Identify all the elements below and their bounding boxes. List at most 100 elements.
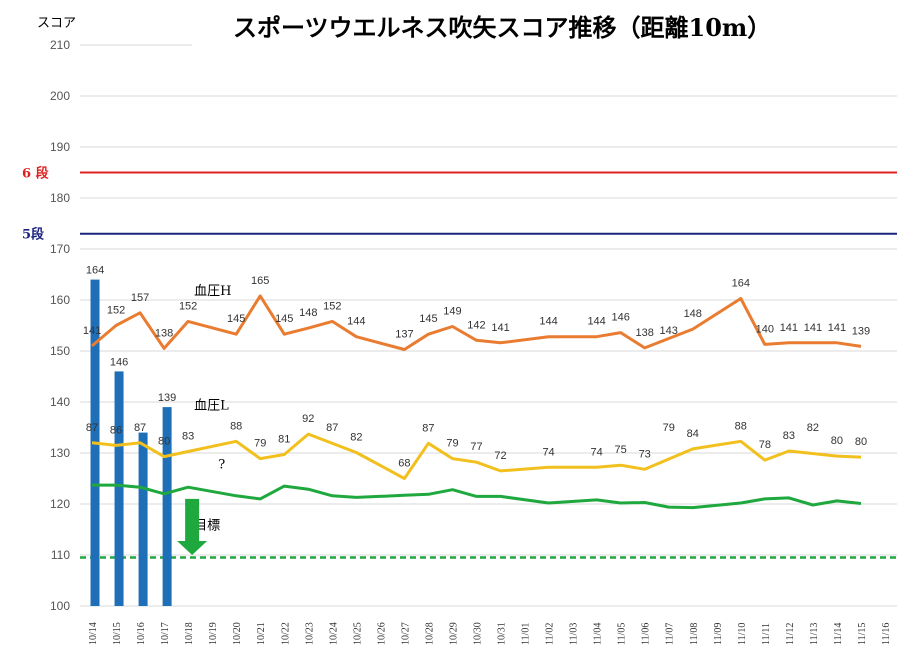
- y-tick-label: 130: [50, 446, 70, 460]
- y-tick-label: 180: [50, 191, 70, 205]
- data-label: 138: [155, 327, 173, 339]
- y-tick-label: 100: [50, 599, 70, 613]
- bar-label: 146: [110, 356, 128, 368]
- data-label: 72: [494, 450, 506, 462]
- data-label: 149: [443, 306, 461, 318]
- data-label: 137: [395, 328, 413, 340]
- series-line: [91, 294, 862, 351]
- series-line: [92, 483, 862, 510]
- x-tick-label: 11/13: [809, 623, 820, 645]
- data-label: 87: [422, 422, 434, 434]
- reference-line-label: 5段: [22, 227, 44, 243]
- line-series: [91, 294, 862, 510]
- x-tick-label: 11/05: [617, 623, 628, 645]
- y-tick-label: 210: [50, 38, 70, 52]
- data-label: 83: [182, 430, 194, 442]
- x-tick-labels: 10/14 10/15 10/16 10/17 10/18 10/19 10/20 10/21…: [88, 622, 892, 645]
- x-tick-label: 11/10: [737, 623, 748, 645]
- data-label: 165: [251, 275, 269, 287]
- data-label: 145: [227, 313, 245, 325]
- data-label: 157: [131, 292, 149, 304]
- data-label: 79: [254, 438, 266, 450]
- x-tick-label: 10/26: [376, 622, 387, 645]
- bar-label: 139: [158, 392, 176, 404]
- x-tick-label: 10/22: [280, 622, 291, 645]
- data-label: 77: [470, 441, 482, 453]
- x-tick-label: 10/20: [232, 622, 243, 645]
- data-label: 78: [759, 439, 771, 451]
- data-label: 144: [539, 316, 557, 328]
- x-tick-label: 10/27: [400, 622, 411, 645]
- y-tick-labels: 100 110 120 130 140 150 160 170 180 190 200 210: [50, 38, 70, 613]
- data-label: 88: [735, 420, 747, 432]
- data-label: 80: [831, 435, 843, 447]
- x-tick-label: 11/04: [593, 623, 604, 645]
- x-tick-label: 11/15: [857, 623, 868, 645]
- data-label: 82: [807, 422, 819, 434]
- data-label: 139: [852, 325, 870, 337]
- annotations: 血圧H 血圧L? 目標: [177, 284, 232, 555]
- x-tick-label: 10/28: [424, 622, 435, 645]
- y-tick-label: 150: [50, 344, 70, 358]
- data-label: 164: [732, 277, 750, 289]
- x-tick-label: 10/16: [136, 622, 147, 645]
- data-label: 141: [804, 322, 822, 334]
- y-tick-label: 110: [51, 548, 70, 562]
- y-axis-label: スコア: [37, 16, 76, 31]
- series-line: [91, 432, 862, 480]
- x-tick-label: 10/30: [472, 622, 483, 645]
- data-label: 75: [615, 444, 627, 456]
- x-tick-label: 11/16: [881, 623, 892, 645]
- x-tick-label: 11/02: [545, 623, 556, 645]
- y-tick-label: 140: [50, 395, 70, 409]
- data-label: 142: [467, 319, 485, 331]
- data-label: 152: [323, 300, 341, 312]
- data-label: 79: [663, 422, 675, 434]
- data-label: 144: [347, 316, 365, 328]
- data-label: 144: [587, 316, 605, 328]
- y-tick-label: 170: [50, 242, 70, 256]
- x-tick-label: 11/12: [785, 623, 796, 645]
- x-tick-label: 11/07: [665, 623, 676, 645]
- data-label: 88: [230, 420, 242, 432]
- data-label: 148: [299, 307, 317, 319]
- data-label: 80: [855, 436, 867, 448]
- x-tick-label: 11/09: [713, 623, 724, 645]
- data-label: 87: [86, 422, 98, 434]
- annotation: ?: [218, 457, 225, 472]
- data-label: 68: [398, 458, 410, 470]
- annotation: 血圧H: [194, 284, 231, 299]
- data-label: 145: [419, 313, 437, 325]
- target-arrow-head: [177, 541, 208, 555]
- y-tick-label: 120: [50, 497, 70, 511]
- data-label: 82: [350, 431, 362, 443]
- gridlines: [80, 44, 897, 607]
- x-tick-label: 10/25: [352, 622, 363, 645]
- data-label: 73: [639, 448, 651, 460]
- data-label: 141: [780, 322, 798, 334]
- x-tick-label: 10/24: [328, 622, 339, 645]
- data-label: 148: [684, 308, 702, 320]
- data-label: 92: [302, 413, 314, 425]
- data-label: 146: [611, 312, 629, 324]
- data-label: 141: [828, 322, 846, 334]
- x-tick-label: 10/29: [448, 622, 459, 645]
- y-tick-label: 160: [50, 293, 70, 307]
- data-label: 145: [275, 313, 293, 325]
- y-tick-label: 190: [50, 140, 70, 154]
- reference-line-label: 6 段: [22, 166, 49, 182]
- x-tick-label: 10/14: [88, 622, 99, 645]
- data-label: 80: [158, 436, 170, 448]
- x-tick-label: 11/06: [641, 623, 652, 645]
- chart-title: スポーツウエルネス吹矢スコア推移（距離10m）: [233, 13, 771, 42]
- data-label: 138: [636, 327, 654, 339]
- data-label: 87: [134, 422, 146, 434]
- x-tick-label: 10/19: [208, 622, 219, 645]
- data-label: 87: [326, 422, 338, 434]
- data-label: 140: [756, 323, 774, 335]
- data-label: 83: [783, 430, 795, 442]
- data-labels: 141 152 157 138 152 145 165 145 148 152 144 137 145 1…: [83, 265, 870, 470]
- target-arrow: [185, 498, 200, 541]
- x-tick-label: 11/14: [833, 623, 844, 645]
